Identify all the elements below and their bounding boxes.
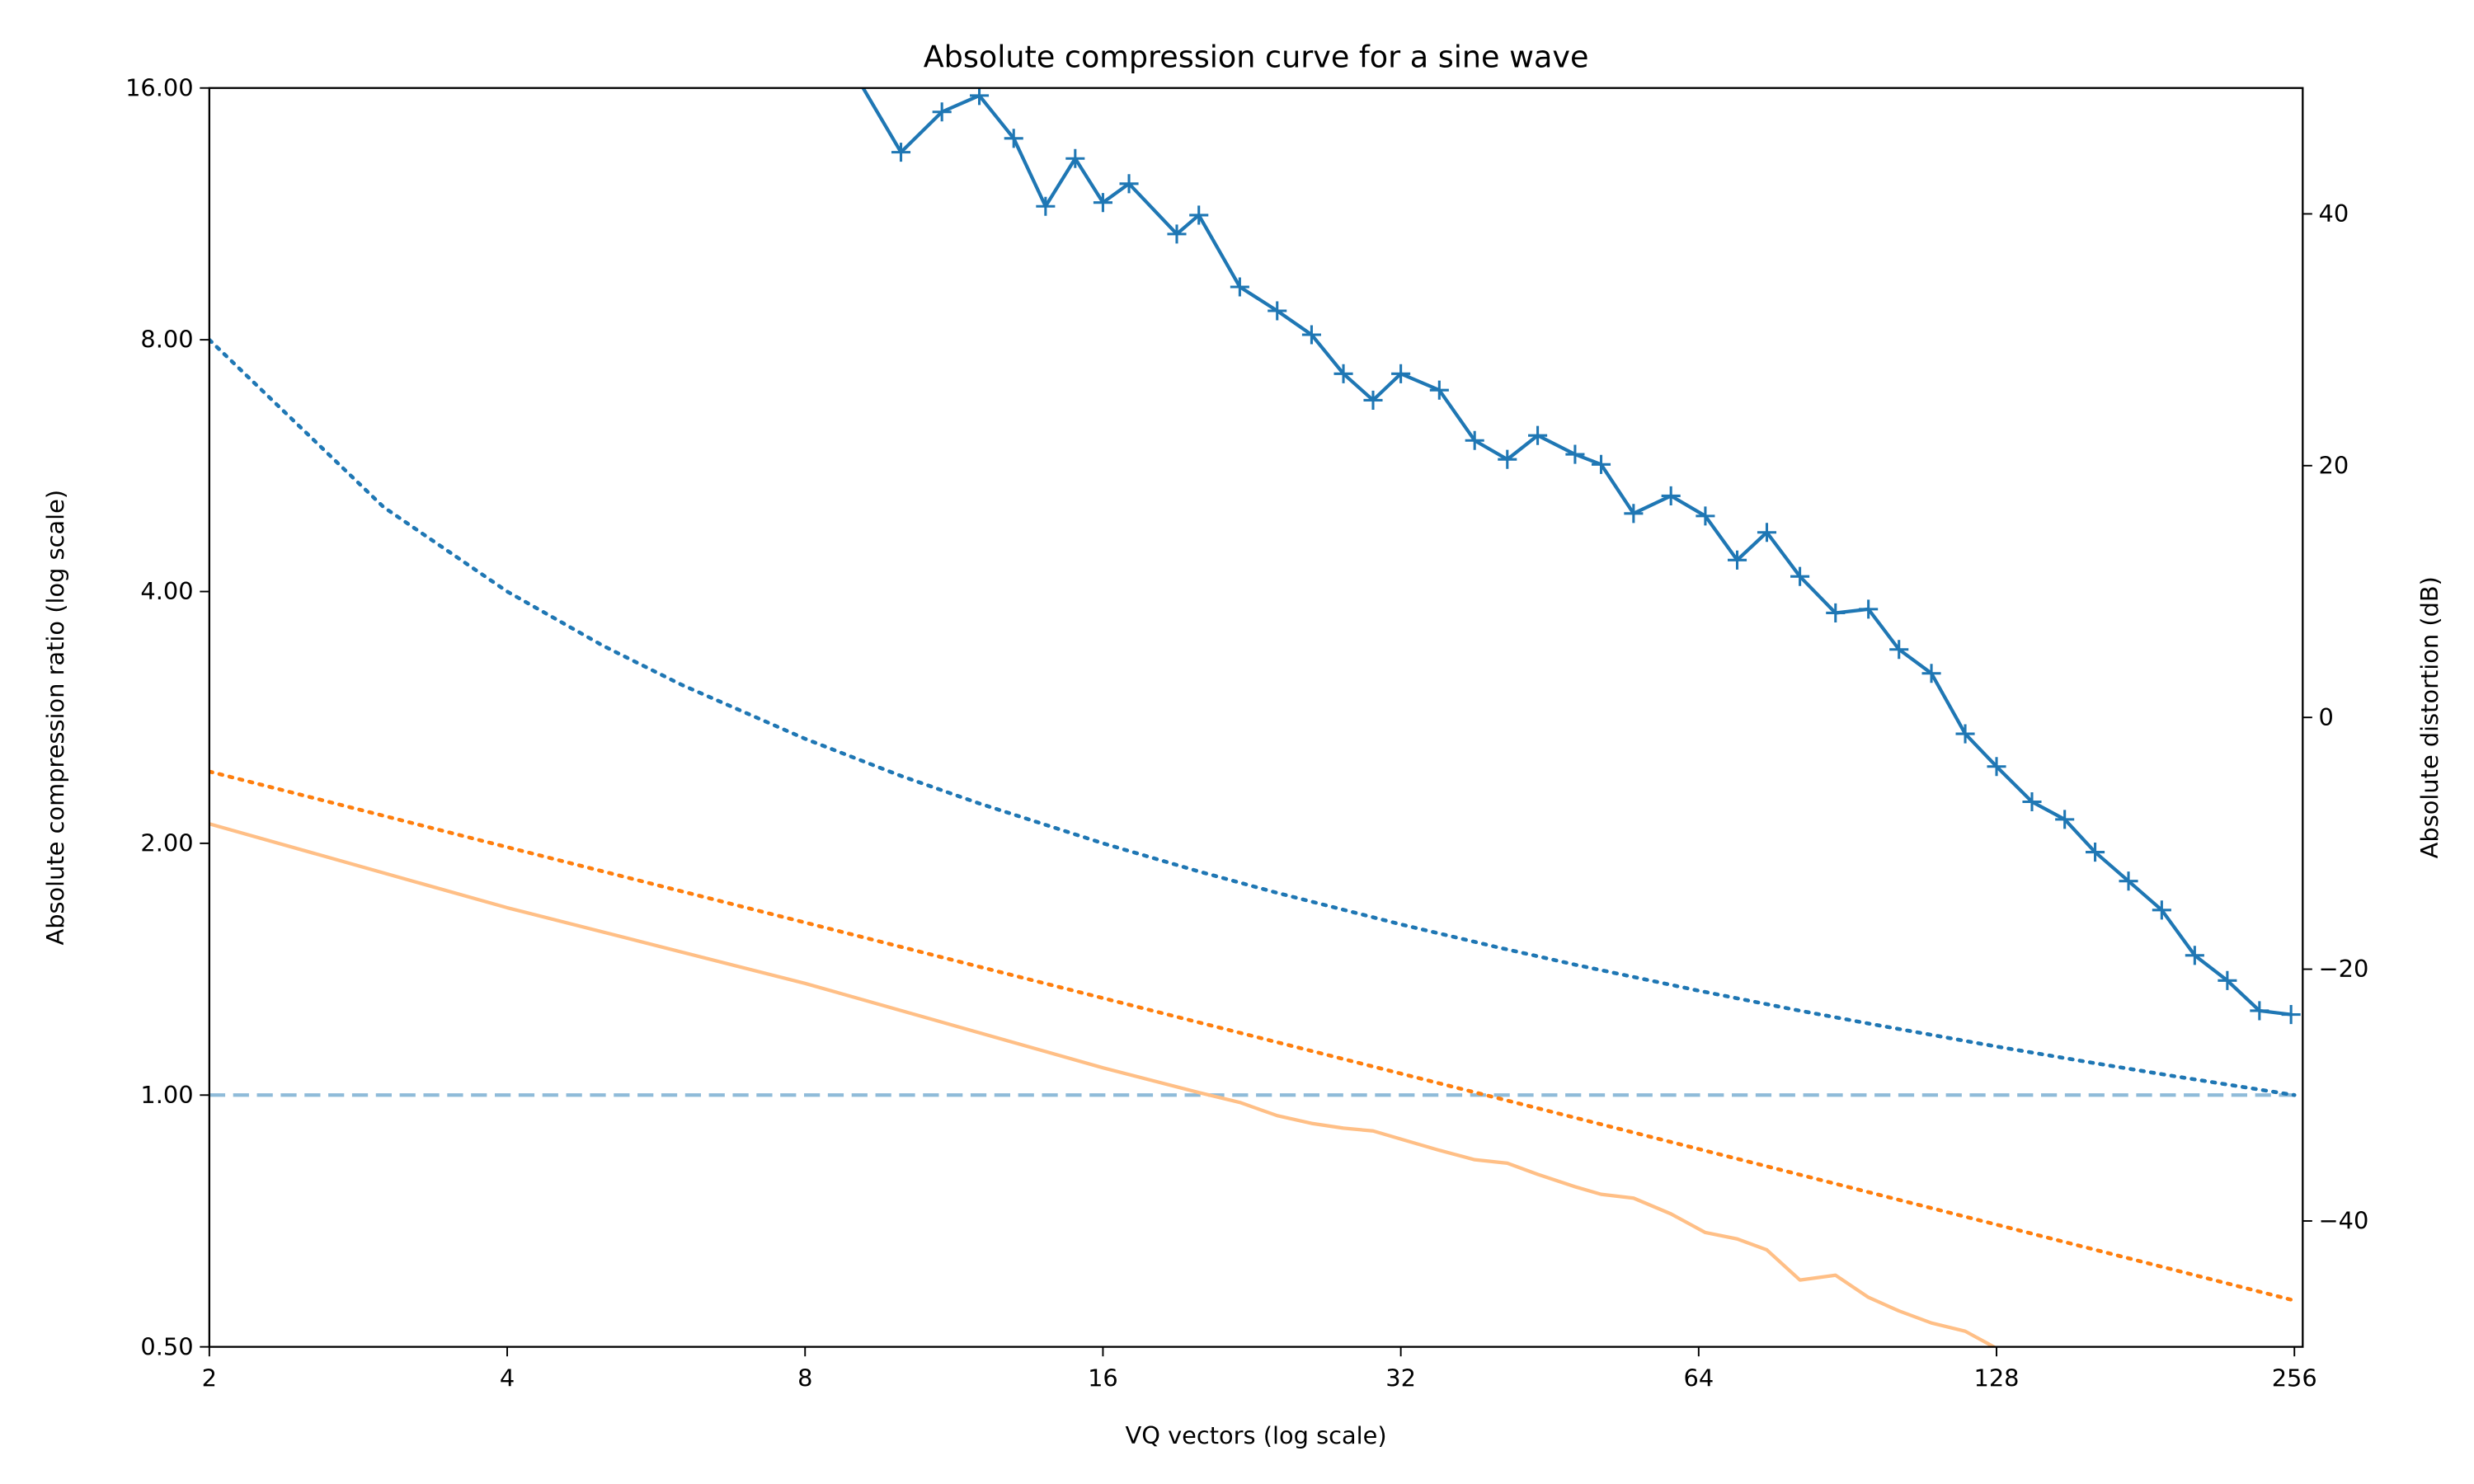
data-point (1624, 504, 1644, 524)
data-point (969, 87, 990, 106)
data-point (2022, 791, 2042, 812)
data-point (1065, 148, 1085, 168)
data-point (1465, 430, 1484, 450)
data-point (1093, 193, 1112, 213)
x-axis-label: VQ vectors (log scale) (1126, 1421, 1387, 1449)
data-point (1790, 566, 1810, 586)
y-tick-label: 2.00 (140, 829, 193, 857)
data-point (1004, 129, 1023, 148)
y-tick-label: 4.00 (140, 577, 193, 605)
data-point (2152, 900, 2171, 920)
data-point (1498, 449, 1517, 469)
y-axis-label: Absolute compression ratio (log scale) (41, 490, 69, 946)
data-point (932, 102, 952, 122)
data-point (1363, 390, 1383, 410)
x-tick-label: 4 (500, 1364, 515, 1392)
data-point (2119, 871, 2138, 891)
data-point (1987, 757, 2006, 777)
x-tick-label: 8 (797, 1364, 812, 1392)
data-point (1119, 174, 1139, 194)
data-point (1036, 196, 1056, 216)
series-line (209, 337, 2297, 1097)
data-point (2250, 1001, 2269, 1021)
data-point (1230, 277, 1249, 297)
series-line (209, 822, 1998, 1347)
y-tick-label: 1.00 (140, 1081, 193, 1109)
data-point (1301, 325, 1321, 345)
data-point (1921, 664, 1941, 683)
data-point (1757, 523, 1777, 542)
x-tick-label: 64 (1683, 1364, 1714, 1392)
series-line (861, 87, 2292, 1017)
data-point (1391, 364, 1411, 383)
data-point (2185, 946, 2204, 965)
data-point (1859, 599, 1879, 619)
x-tick-label: 256 (2272, 1364, 2317, 1392)
data-point (2218, 970, 2237, 990)
data-point (1591, 454, 1611, 474)
data-point (1189, 205, 1209, 225)
data-point (1728, 550, 1747, 570)
data-point (1826, 603, 1846, 622)
x-tick-label: 16 (1088, 1364, 1118, 1392)
y2-tick-label: 0 (2319, 703, 2334, 731)
y2-tick-label: −40 (2319, 1207, 2369, 1235)
data-point (891, 143, 911, 162)
data-point (1889, 640, 1909, 660)
y-tick-label: 16.00 (125, 73, 194, 101)
data-point (2281, 1005, 2301, 1025)
x-tick-label: 128 (1974, 1364, 2020, 1392)
data-point (1268, 301, 1287, 321)
plot-area (209, 87, 2303, 1347)
data-point (2055, 810, 2075, 829)
data-point (1661, 486, 1681, 505)
y2-tick-label: 40 (2319, 200, 2349, 228)
data-point (1429, 380, 1449, 400)
y2-tick-label: −20 (2319, 955, 2369, 983)
y2-tick-label: 20 (2319, 451, 2349, 479)
y-tick-label: 0.50 (140, 1332, 193, 1360)
data-point (1955, 724, 1975, 744)
y-tick-label: 8.00 (140, 326, 193, 354)
data-point (1333, 364, 1353, 383)
data-point (1696, 506, 1715, 526)
chart-title: Absolute compression curve for a sine wa… (924, 40, 1589, 75)
data-point (1565, 444, 1585, 464)
series-line (209, 769, 2297, 1303)
y2-axis-label: Absolute distortion (dB) (2415, 576, 2443, 858)
data-point (1167, 224, 1187, 244)
x-tick-label: 32 (1385, 1364, 1416, 1392)
data-point (1528, 425, 1548, 445)
data-point (2086, 843, 2105, 862)
x-tick-label: 2 (202, 1364, 217, 1392)
